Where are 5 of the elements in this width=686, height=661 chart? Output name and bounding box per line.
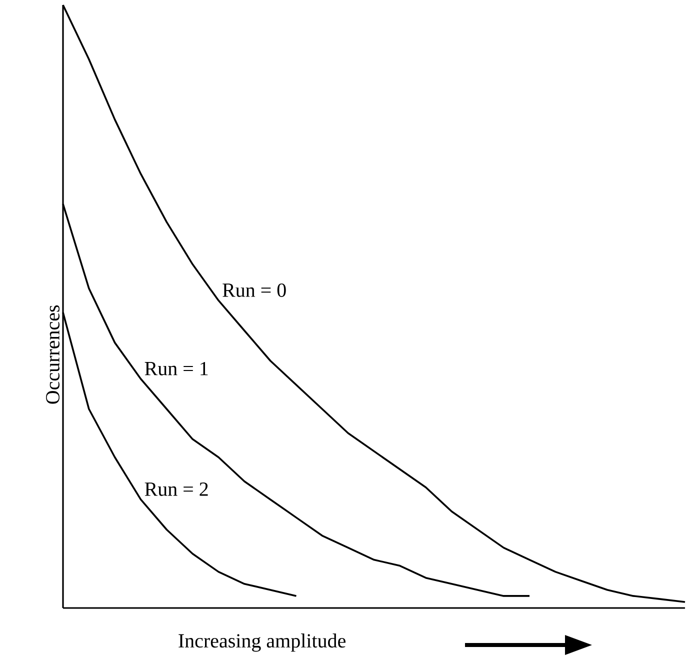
series-label: Run = 2 [144, 482, 208, 496]
y-axis-title: Occurrences [46, 305, 60, 404]
series-label: Run = 0 [222, 283, 286, 297]
series-label: Run = 1 [144, 362, 208, 376]
x-axis-title: Increasing amplitude [178, 634, 346, 652]
